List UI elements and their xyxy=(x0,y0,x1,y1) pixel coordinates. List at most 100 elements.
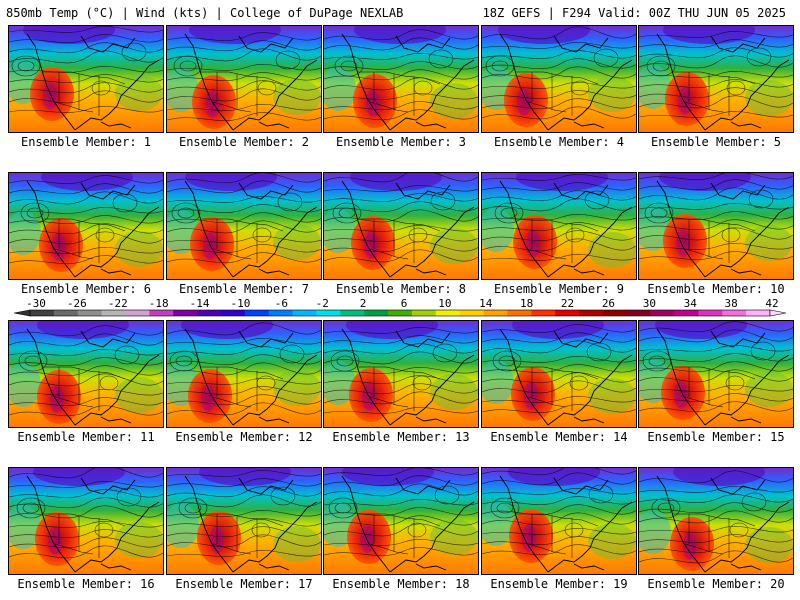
colorbar-graphic: -30 -26 -22 -18 -14 -10 -6 -2 2 6 10 14 18 22 26 30 34 38… xyxy=(13,297,787,317)
ensemble-map[interactable] xyxy=(166,467,322,575)
borders xyxy=(201,513,284,558)
ensemble-panel[interactable]: Ensemble Member: 19 xyxy=(481,467,641,598)
ensemble-panel[interactable]: Ensemble Member: 12 xyxy=(166,320,326,451)
colorbar-tick-label: 22 xyxy=(561,297,574,310)
colorbar-segment xyxy=(173,310,198,316)
ensemble-panel[interactable]: Ensemble Member: 5 xyxy=(638,25,798,156)
height-contours xyxy=(167,470,321,557)
ensemble-panel[interactable]: Ensemble Member: 4 xyxy=(481,25,641,156)
colorbar-segment xyxy=(531,310,556,316)
colorbar-tick-label: -10 xyxy=(231,297,251,310)
ensemble-map[interactable] xyxy=(638,467,794,575)
borders xyxy=(516,513,599,558)
ensemble-member-label: Ensemble Member: 14 xyxy=(490,430,628,444)
ensemble-member-label: Ensemble Member: 17 xyxy=(175,577,313,591)
colorbar-segment xyxy=(626,310,652,316)
ensemble-member-label: Ensemble Member: 18 xyxy=(332,577,470,591)
ensemble-map[interactable] xyxy=(323,172,479,280)
borders xyxy=(43,218,126,263)
height-contours xyxy=(167,173,321,264)
ensemble-panel[interactable]: Ensemble Member: 13 xyxy=(323,320,483,451)
colorbar-segment xyxy=(125,310,150,316)
ensemble-panel[interactable]: Ensemble Member: 10 xyxy=(638,172,798,303)
colorbar-tick-label: -30 xyxy=(26,297,46,310)
colorbar-segment xyxy=(30,310,55,316)
ensemble-map[interactable] xyxy=(481,25,637,133)
ensemble-map[interactable] xyxy=(481,172,637,280)
ensemble-panel[interactable]: Ensemble Member: 16 xyxy=(8,467,168,598)
ensemble-map[interactable] xyxy=(323,320,479,428)
ensemble-map[interactable] xyxy=(638,320,794,428)
coastline xyxy=(26,180,160,278)
heat-dome xyxy=(670,517,714,571)
colorbar-segment xyxy=(746,310,771,316)
ensemble-map[interactable] xyxy=(323,467,479,575)
heat-dome xyxy=(190,217,234,271)
colorbar-tick-label: 34 xyxy=(684,297,698,310)
ensemble-map[interactable] xyxy=(166,320,322,428)
ensemble-member-label: Ensemble Member: 13 xyxy=(332,430,470,444)
coastline xyxy=(499,33,633,131)
colorbar-tick-label: 26 xyxy=(602,297,615,310)
ensemble-panel[interactable]: Ensemble Member: 7 xyxy=(166,172,326,303)
ensemble-map[interactable] xyxy=(481,320,637,428)
ensemble-panel[interactable]: Ensemble Member: 15 xyxy=(638,320,798,451)
ensemble-panel[interactable]: Ensemble Member: 8 xyxy=(323,172,483,303)
ensemble-map[interactable] xyxy=(638,172,794,280)
ensemble-map[interactable] xyxy=(481,467,637,575)
colorbar-segment xyxy=(555,310,580,316)
ensemble-panel[interactable]: Ensemble Member: 20 xyxy=(638,467,798,598)
coastline xyxy=(184,180,318,278)
colorbar-segment xyxy=(244,310,270,316)
heat-dome xyxy=(349,368,393,422)
colorbar-low-arrow xyxy=(13,309,31,317)
heat-dome xyxy=(661,366,705,420)
map-title: 850mb Temp (°C) | Wind (kts) | College o… xyxy=(6,6,404,20)
ensemble-panel[interactable]: Ensemble Member: 1 xyxy=(8,25,168,156)
colorbar-segment xyxy=(388,310,413,316)
run-valid-time: 18Z GEFS | F294 Valid: 00Z THU JUN 05 20… xyxy=(482,6,786,20)
colorbar-tick-label: -14 xyxy=(190,297,210,310)
ensemble-panel[interactable]: Ensemble Member: 18 xyxy=(323,467,483,598)
height-contours xyxy=(482,468,636,556)
ensemble-panel[interactable]: Ensemble Member: 11 xyxy=(8,320,168,451)
ensemble-panel[interactable]: Ensemble Member: 14 xyxy=(481,320,641,451)
heat-dome xyxy=(39,218,83,272)
ensemble-member-label: Ensemble Member: 9 xyxy=(493,282,625,296)
ensemble-map[interactable] xyxy=(8,320,164,428)
ensemble-panel[interactable]: Ensemble Member: 9 xyxy=(481,172,641,303)
ensemble-map[interactable] xyxy=(166,25,322,133)
ensemble-panel[interactable]: Ensemble Member: 3 xyxy=(323,25,483,156)
coastline xyxy=(499,328,633,426)
colorbar-tick-label: 14 xyxy=(479,297,493,310)
colorbar-tick-label: -26 xyxy=(67,297,87,310)
coastline xyxy=(184,33,318,131)
ensemble-map[interactable] xyxy=(8,25,164,133)
height-contours xyxy=(482,174,636,261)
colorbar-tick-label: 18 xyxy=(520,297,533,310)
colorbar-tick-label: -2 xyxy=(316,297,329,310)
coastline xyxy=(656,33,790,131)
colorbar-segment xyxy=(220,310,246,316)
ensemble-panel[interactable]: Ensemble Member: 17 xyxy=(166,467,326,598)
colorbar-tick-label: -22 xyxy=(108,297,128,310)
ensemble-panel[interactable]: Ensemble Member: 6 xyxy=(8,172,168,303)
borders xyxy=(358,218,441,263)
ensemble-map[interactable] xyxy=(323,25,479,133)
coastline xyxy=(184,328,318,426)
height-contours xyxy=(324,173,478,263)
ensemble-map[interactable] xyxy=(8,172,164,280)
ensemble-map[interactable] xyxy=(166,172,322,280)
height-contours xyxy=(9,468,163,559)
heat-dome xyxy=(351,216,395,270)
ensemble-map[interactable] xyxy=(8,467,164,575)
ensemble-member-label: Ensemble Member: 12 xyxy=(175,430,313,444)
ensemble-panel[interactable]: Ensemble Member: 2 xyxy=(166,25,326,156)
temperature-colorbar: -30 -26 -22 -18 -14 -10 -6 -2 2 6 10 14 18 22 26 30 34 38… xyxy=(8,296,792,322)
height-contours xyxy=(639,470,793,564)
coastline xyxy=(656,475,790,573)
coastline xyxy=(341,475,475,573)
ensemble-map[interactable] xyxy=(638,25,794,133)
borders xyxy=(673,366,756,411)
colorbar-segment xyxy=(292,310,317,316)
